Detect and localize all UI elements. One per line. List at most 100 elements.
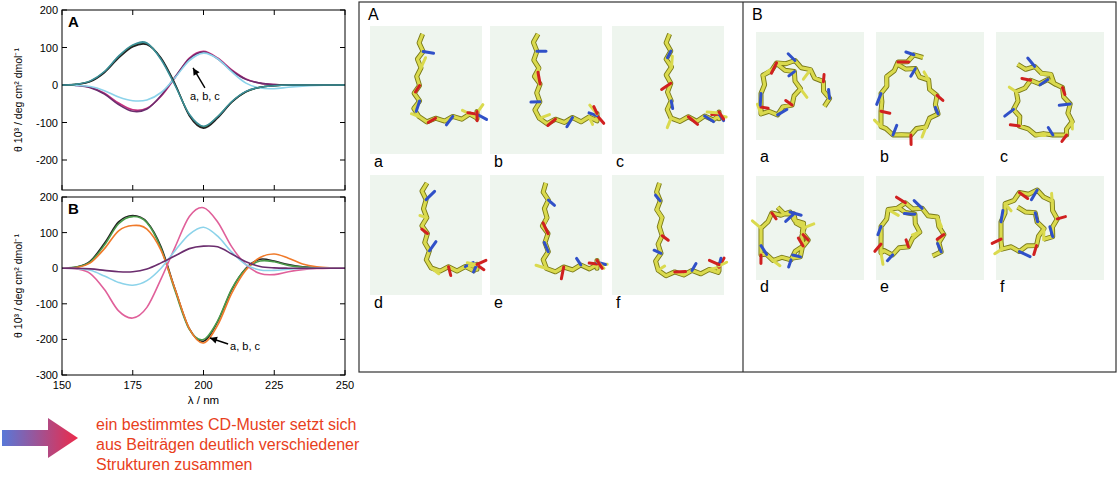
side-chain (1019, 193, 1027, 199)
x-tick-label: 200 (194, 379, 212, 391)
y-tick (340, 47, 345, 48)
backbone-outline (1014, 64, 1073, 135)
side-chain (567, 118, 573, 127)
side-chain (446, 116, 452, 124)
x-tick (132, 10, 133, 15)
caption-line: aus Beiträgen deutlich verschiedener (96, 436, 360, 453)
side-chain (539, 115, 549, 119)
side-chain (707, 111, 719, 115)
side-chain (778, 110, 787, 115)
series-group (62, 42, 345, 128)
chart: -300-200-1000100200150175200225250Bθ 10³… (12, 191, 354, 406)
side-chain (793, 255, 801, 257)
side-chain (1005, 204, 1011, 211)
backbone-outline (414, 34, 477, 122)
caption-line: ein bestimmtes CD-Muster setzt sich (96, 416, 357, 433)
backbone-outline (881, 55, 938, 135)
side-chain (897, 197, 906, 203)
side-chain (803, 70, 810, 80)
y-tick-label: -100 (36, 298, 58, 310)
side-chain (937, 95, 943, 100)
side-chain (798, 238, 803, 246)
side-chain (531, 100, 540, 103)
x-tick (274, 197, 275, 202)
y-tick (62, 339, 67, 340)
side-chain (657, 209, 662, 217)
backbone (542, 183, 597, 272)
series-line (62, 52, 345, 112)
side-chain (1028, 58, 1035, 66)
x-tick (203, 370, 204, 375)
x-tick-label: 225 (265, 379, 283, 391)
side-chain (671, 101, 672, 109)
side-chain (548, 119, 556, 125)
side-chain (1022, 78, 1031, 80)
side-chain (804, 224, 813, 228)
series-line (62, 225, 345, 343)
backbone-outline (881, 203, 944, 256)
side-chain (1071, 122, 1074, 129)
side-chain (1036, 134, 1045, 138)
y-tick (62, 47, 67, 48)
structure-bg (612, 175, 724, 295)
side-chain (577, 258, 581, 264)
side-chain (829, 89, 830, 98)
side-chain (658, 266, 664, 270)
side-chain (1062, 88, 1064, 95)
panel-letter: A (68, 13, 79, 30)
y-tick (340, 160, 345, 161)
side-chain (692, 264, 696, 271)
backbone-outline (666, 34, 719, 121)
y-tick (340, 122, 345, 123)
side-chain (594, 107, 597, 114)
structure-label: a (760, 148, 769, 165)
series-line (62, 43, 345, 127)
side-chain (709, 268, 718, 270)
backbone-outline (656, 183, 719, 276)
side-chain (597, 260, 602, 268)
backbone (414, 34, 477, 122)
caption: ein bestimmtes CD-Muster setzt sich aus B… (96, 416, 360, 473)
side-chain (789, 260, 791, 267)
structure-label: a (374, 153, 383, 170)
backbone-outline (761, 207, 808, 260)
side-chain (763, 70, 770, 76)
y-tick-label: 0 (52, 79, 58, 91)
x-tick (203, 185, 204, 190)
side-chain (938, 244, 942, 252)
side-chain (416, 101, 419, 111)
x-tick (274, 185, 275, 190)
panel-letter: B (752, 6, 763, 23)
x-axis-title: λ / nm (188, 394, 219, 406)
structure-bg (876, 32, 984, 140)
structure-panel: Aabcdef (368, 6, 727, 311)
side-chain (893, 125, 897, 135)
side-chain (761, 246, 767, 255)
structure-label: d (760, 278, 769, 295)
side-chain (477, 260, 486, 264)
plot-frame (62, 10, 345, 190)
side-chain (449, 267, 451, 276)
side-chain (992, 239, 1001, 243)
side-chain (790, 212, 801, 215)
annotation-arrowhead (210, 337, 218, 344)
backbone-outline (422, 183, 477, 271)
side-chain (874, 120, 881, 126)
structure-label: d (374, 294, 383, 311)
series-line (62, 44, 345, 128)
side-chain (881, 111, 890, 113)
side-chain (667, 51, 670, 58)
side-chain (597, 261, 604, 268)
y-tick-label: 200 (40, 191, 58, 203)
chart: -200-1000100200Aθ 10³ / deg cm² dmol⁻¹a,… (12, 4, 345, 190)
side-chain (426, 191, 434, 199)
side-chain (1031, 190, 1037, 200)
y-tick-label: -200 (36, 154, 58, 166)
structure-bg (996, 32, 1104, 140)
side-chain (937, 235, 944, 240)
backbone-outline (542, 183, 597, 272)
series-line (62, 51, 345, 110)
annotation: a, b, c (190, 90, 220, 102)
side-chain (705, 116, 714, 122)
structure-label: e (494, 294, 503, 311)
